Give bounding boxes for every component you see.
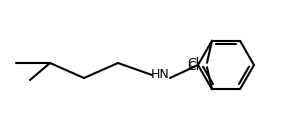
Text: HN: HN [151,69,169,81]
Text: Cl: Cl [187,60,199,73]
Text: Cl: Cl [187,57,199,70]
